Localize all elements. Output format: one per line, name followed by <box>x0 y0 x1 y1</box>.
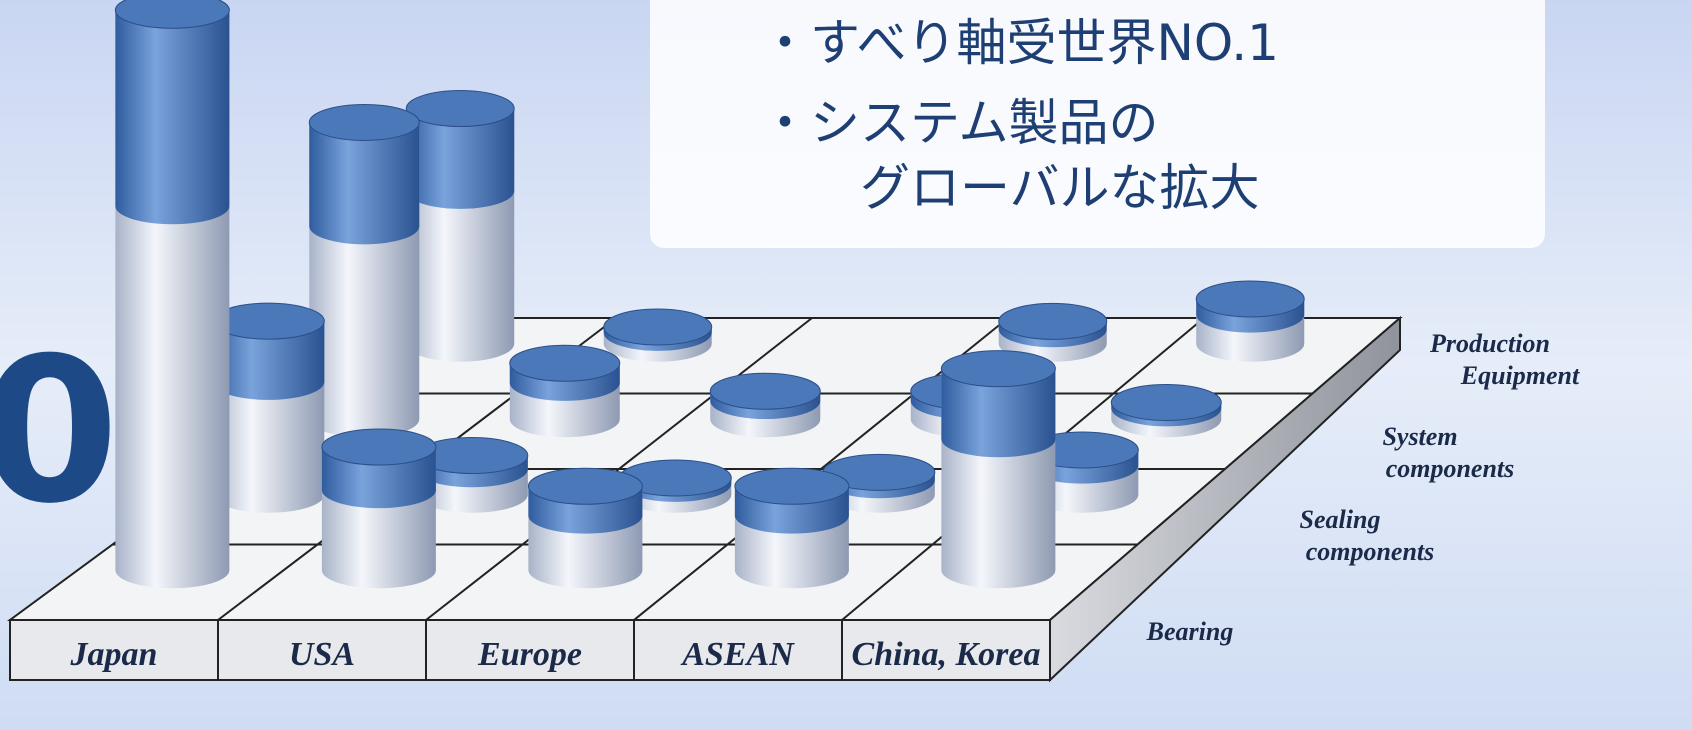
callout-line: ・システム製品の <box>760 94 1159 152</box>
legend-label: System <box>1382 422 1457 451</box>
x-tick-label: Europe <box>477 636 582 673</box>
cylinder-top <box>114 0 230 29</box>
grid-col-line <box>425 317 813 621</box>
cylinder-top <box>998 302 1108 340</box>
x-tick-label: China, Korea <box>852 636 1041 673</box>
callout-line: ・すべり軸受世界NO.1 <box>760 14 1279 72</box>
cylinder-band <box>406 108 515 209</box>
x-tick-label: ASEAN <box>680 636 795 673</box>
cylinder-band <box>941 368 1056 458</box>
legend-label: Bearing <box>1146 617 1234 646</box>
legend-label: components <box>1306 537 1435 566</box>
legend-label: components <box>1386 454 1515 483</box>
logo-fragment: 0 <box>0 315 119 548</box>
cylinder-top <box>405 90 515 128</box>
cylinder-top <box>709 372 821 410</box>
legend-label: Production <box>1429 329 1550 358</box>
cylinder-top <box>321 428 437 466</box>
platform-front <box>9 619 1051 681</box>
cylinder-top <box>1195 280 1305 318</box>
cylinder-top <box>308 103 420 141</box>
cylinder-band <box>115 10 230 225</box>
cylinder-top <box>527 467 643 505</box>
cylinder-top <box>734 467 850 505</box>
cylinder-band <box>309 122 420 245</box>
x-tick-label: Japan <box>70 636 158 673</box>
callout-line: グローバルな拡大 <box>860 159 1260 217</box>
x-tick-label: USA <box>289 636 355 673</box>
legend-label: Sealing <box>1300 505 1381 534</box>
cylinder-top <box>940 350 1056 388</box>
cylinder-top <box>509 344 621 382</box>
legend-label: Equipment <box>1460 361 1580 390</box>
cylinder-band <box>212 321 325 400</box>
cylinder-top <box>603 308 713 346</box>
callout-box <box>650 0 1545 248</box>
cylinder-top <box>1110 383 1222 421</box>
plot <box>114 0 1305 589</box>
